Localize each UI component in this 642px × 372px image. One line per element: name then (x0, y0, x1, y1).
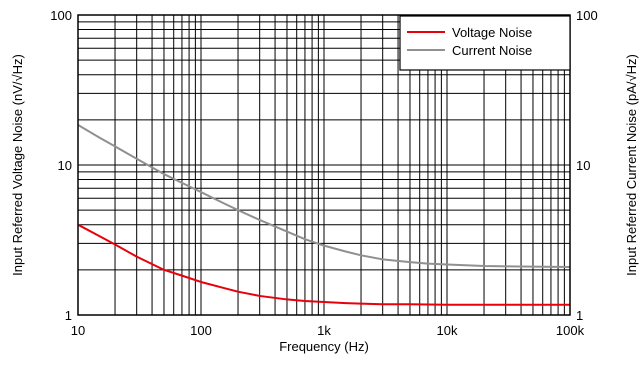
y-tick-label-left: 10 (58, 158, 72, 173)
x-axis-title: Frequency (Hz) (279, 339, 369, 354)
x-tick-label: 10k (437, 323, 458, 338)
series-line-current-noise (77, 124, 571, 268)
x-tick-label: 10 (71, 323, 85, 338)
y-tick-label-left: 1 (65, 308, 72, 323)
plot-lines (77, 124, 571, 306)
plot-frame (77, 14, 571, 316)
y-tick-label-left: 100 (50, 8, 72, 23)
legend-label-current-noise: Current Noise (452, 43, 532, 58)
y-tick-label-right: 1 (576, 308, 583, 323)
x-tick-label: 100 (190, 323, 212, 338)
legend-label-voltage-noise: Voltage Noise (452, 25, 532, 40)
series-line-voltage-noise (77, 223, 570, 306)
y-tick-label-right: 10 (576, 158, 590, 173)
y-tick-label-right: 100 (576, 8, 598, 23)
legend-box (399, 15, 571, 71)
legend: Voltage Noise Current Noise (399, 15, 571, 71)
grid (78, 15, 570, 315)
x-tick-label: 1k (317, 323, 331, 338)
x-tick-label: 100k (556, 323, 585, 338)
y-axis-title-right: Input Referred Current Noise (pA/√Hz) (624, 54, 639, 276)
y-axis-title-left: Input Referred Voltage Noise (nV/√Hz) (10, 54, 25, 276)
